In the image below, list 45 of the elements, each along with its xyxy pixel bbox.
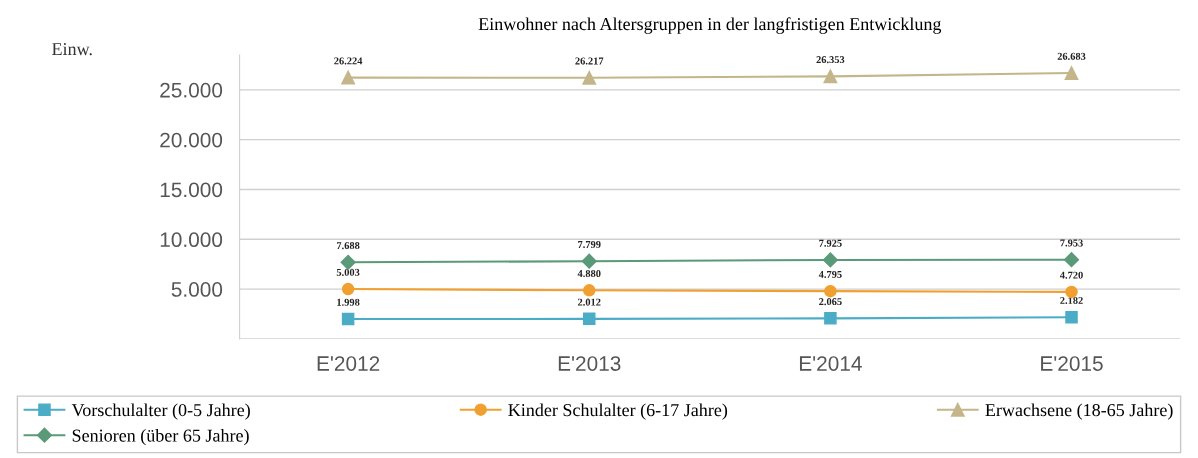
chart-title: Einwohner nach Altersgruppen in der langfristigen Entwicklung xyxy=(478,17,942,34)
data-label: 4.880 xyxy=(577,270,601,278)
data-label: 26.353 xyxy=(816,56,845,64)
legend-label: Senioren (über 65 Jahre) xyxy=(72,428,249,446)
legend-label: Erwachsene (18-65 Jahre) xyxy=(985,403,1173,420)
data-label: 2.182 xyxy=(1060,296,1083,304)
data-label: 26.224 xyxy=(334,57,363,65)
y-tick-label: 5.000 xyxy=(171,282,223,297)
data-label: 4.795 xyxy=(818,270,842,278)
y-tick-label: 20.000 xyxy=(160,132,223,148)
x-tick-label: E'2013 xyxy=(558,356,621,371)
point xyxy=(582,70,597,85)
data-label: 4.720 xyxy=(1059,271,1083,279)
data-label: 7.799 xyxy=(578,240,601,249)
point xyxy=(341,70,356,85)
x-tick-label: E'2012 xyxy=(317,356,380,371)
point xyxy=(824,312,837,325)
point xyxy=(822,252,838,268)
legend-label: Kinder Schulalter (6-17 Jahre) xyxy=(508,403,728,420)
data-label: 7.953 xyxy=(1060,239,1083,247)
x-tick-label: E'2014 xyxy=(799,356,862,371)
y-tick-label: 10.000 xyxy=(160,232,223,248)
point xyxy=(1065,310,1078,324)
data-label: 7.688 xyxy=(336,242,360,250)
data-label: 26.217 xyxy=(575,57,604,65)
point xyxy=(582,312,596,326)
point xyxy=(582,284,596,297)
legend-label: Vorschulalter (0-5 Jahre) xyxy=(71,403,250,420)
data-label: 7.925 xyxy=(819,239,842,247)
data-label: 2.012 xyxy=(577,298,601,306)
data-label: 1.998 xyxy=(337,298,360,306)
point xyxy=(824,284,837,298)
y-tick-label: 15.000 xyxy=(160,182,223,198)
point xyxy=(341,312,355,326)
point xyxy=(581,253,597,269)
data-label: 5.003 xyxy=(336,268,360,276)
y-tick-label: 25.000 xyxy=(160,82,223,98)
point xyxy=(1063,252,1080,268)
data-label: 2.065 xyxy=(819,298,842,306)
point xyxy=(341,282,355,296)
x-tick-label: E'2015 xyxy=(1041,356,1103,371)
y-axis-title: Einw. xyxy=(52,43,92,56)
point xyxy=(1064,66,1079,81)
data-label: 26.683 xyxy=(1057,52,1086,60)
point xyxy=(823,69,838,84)
